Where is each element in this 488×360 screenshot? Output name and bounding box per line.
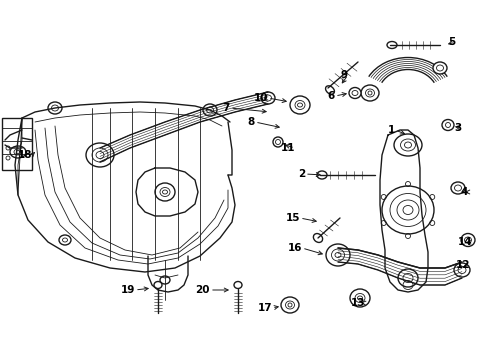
Ellipse shape [453, 263, 469, 277]
Text: 18: 18 [18, 150, 32, 160]
Text: 4: 4 [460, 187, 467, 197]
Ellipse shape [348, 87, 360, 99]
Text: 12: 12 [454, 260, 469, 270]
Ellipse shape [381, 186, 433, 234]
Text: 3: 3 [454, 123, 461, 133]
Text: 8: 8 [247, 117, 254, 127]
Ellipse shape [313, 234, 322, 242]
Ellipse shape [234, 282, 242, 288]
Text: 16: 16 [287, 243, 302, 253]
Ellipse shape [432, 62, 446, 74]
Ellipse shape [397, 269, 417, 287]
Ellipse shape [460, 234, 474, 247]
Ellipse shape [86, 143, 114, 167]
Text: 5: 5 [447, 37, 454, 47]
Ellipse shape [349, 289, 369, 307]
Ellipse shape [325, 244, 349, 266]
Text: 15: 15 [285, 213, 299, 223]
Ellipse shape [203, 104, 217, 116]
Text: 11: 11 [280, 143, 294, 153]
Ellipse shape [59, 235, 71, 245]
Ellipse shape [450, 182, 464, 194]
Ellipse shape [155, 183, 175, 201]
Ellipse shape [441, 120, 453, 130]
Ellipse shape [393, 134, 421, 156]
Text: 19: 19 [121, 285, 135, 295]
Ellipse shape [289, 96, 309, 114]
Ellipse shape [316, 171, 326, 179]
Text: 14: 14 [456, 237, 471, 247]
Ellipse shape [281, 297, 298, 313]
Ellipse shape [261, 92, 274, 104]
Text: 10: 10 [253, 93, 267, 103]
Text: 2: 2 [297, 169, 305, 179]
Text: 20: 20 [195, 285, 209, 295]
Text: 9: 9 [340, 70, 347, 80]
Ellipse shape [154, 282, 162, 288]
Ellipse shape [386, 41, 396, 49]
Ellipse shape [48, 102, 62, 114]
Text: 7: 7 [222, 103, 229, 113]
Text: 17: 17 [257, 303, 271, 313]
Ellipse shape [325, 86, 334, 94]
Text: 6: 6 [327, 91, 334, 101]
Text: 13: 13 [350, 298, 364, 308]
Ellipse shape [272, 137, 283, 147]
Ellipse shape [360, 85, 378, 101]
Bar [2, 118, 32, 170]
Text: 1: 1 [387, 125, 394, 135]
Ellipse shape [10, 146, 26, 158]
